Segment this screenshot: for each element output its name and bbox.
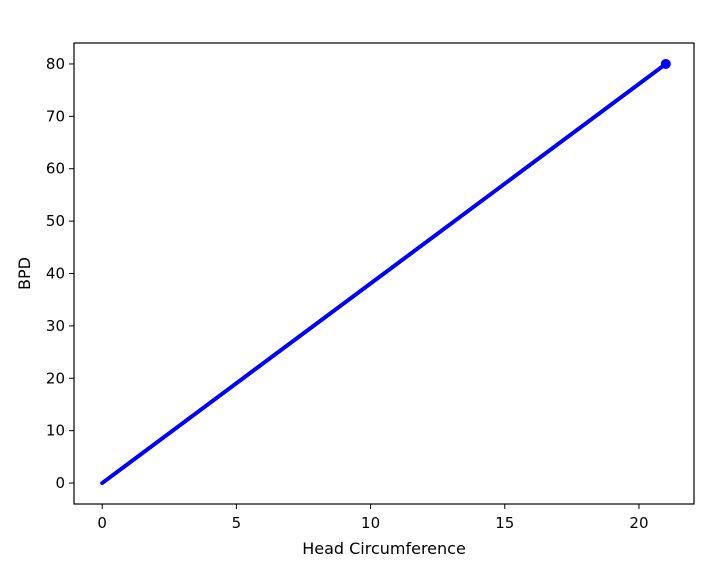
y-axis-label: BPD (15, 257, 34, 290)
x-tick-label: 5 (232, 514, 242, 532)
y-tick-label: 70 (46, 107, 65, 125)
plot-layer (100, 58, 671, 486)
y-tick-label: 80 (46, 55, 65, 73)
x-axis-label: Head Circumference (302, 539, 466, 558)
x-tick-label: 15 (495, 514, 514, 532)
y-tick-label: 0 (55, 474, 65, 492)
x-tick-label: 10 (361, 514, 380, 532)
y-axis-ticks: 0 10 20 30 40 50 60 70 80 (46, 55, 74, 492)
x-tick-label: 20 (629, 514, 648, 532)
x-axis-ticks: 0 5 10 15 20 (97, 504, 649, 532)
x-tick-label: 0 (97, 514, 107, 532)
y-tick-label: 20 (46, 369, 65, 387)
y-tick-label: 30 (46, 317, 65, 335)
series-0-end-point (660, 58, 671, 69)
y-tick-label: 40 (46, 265, 65, 283)
y-tick-label: 50 (46, 212, 65, 230)
y-tick-label: 10 (46, 422, 65, 440)
series-0-line (100, 61, 668, 486)
y-tick-label: 60 (46, 160, 65, 178)
